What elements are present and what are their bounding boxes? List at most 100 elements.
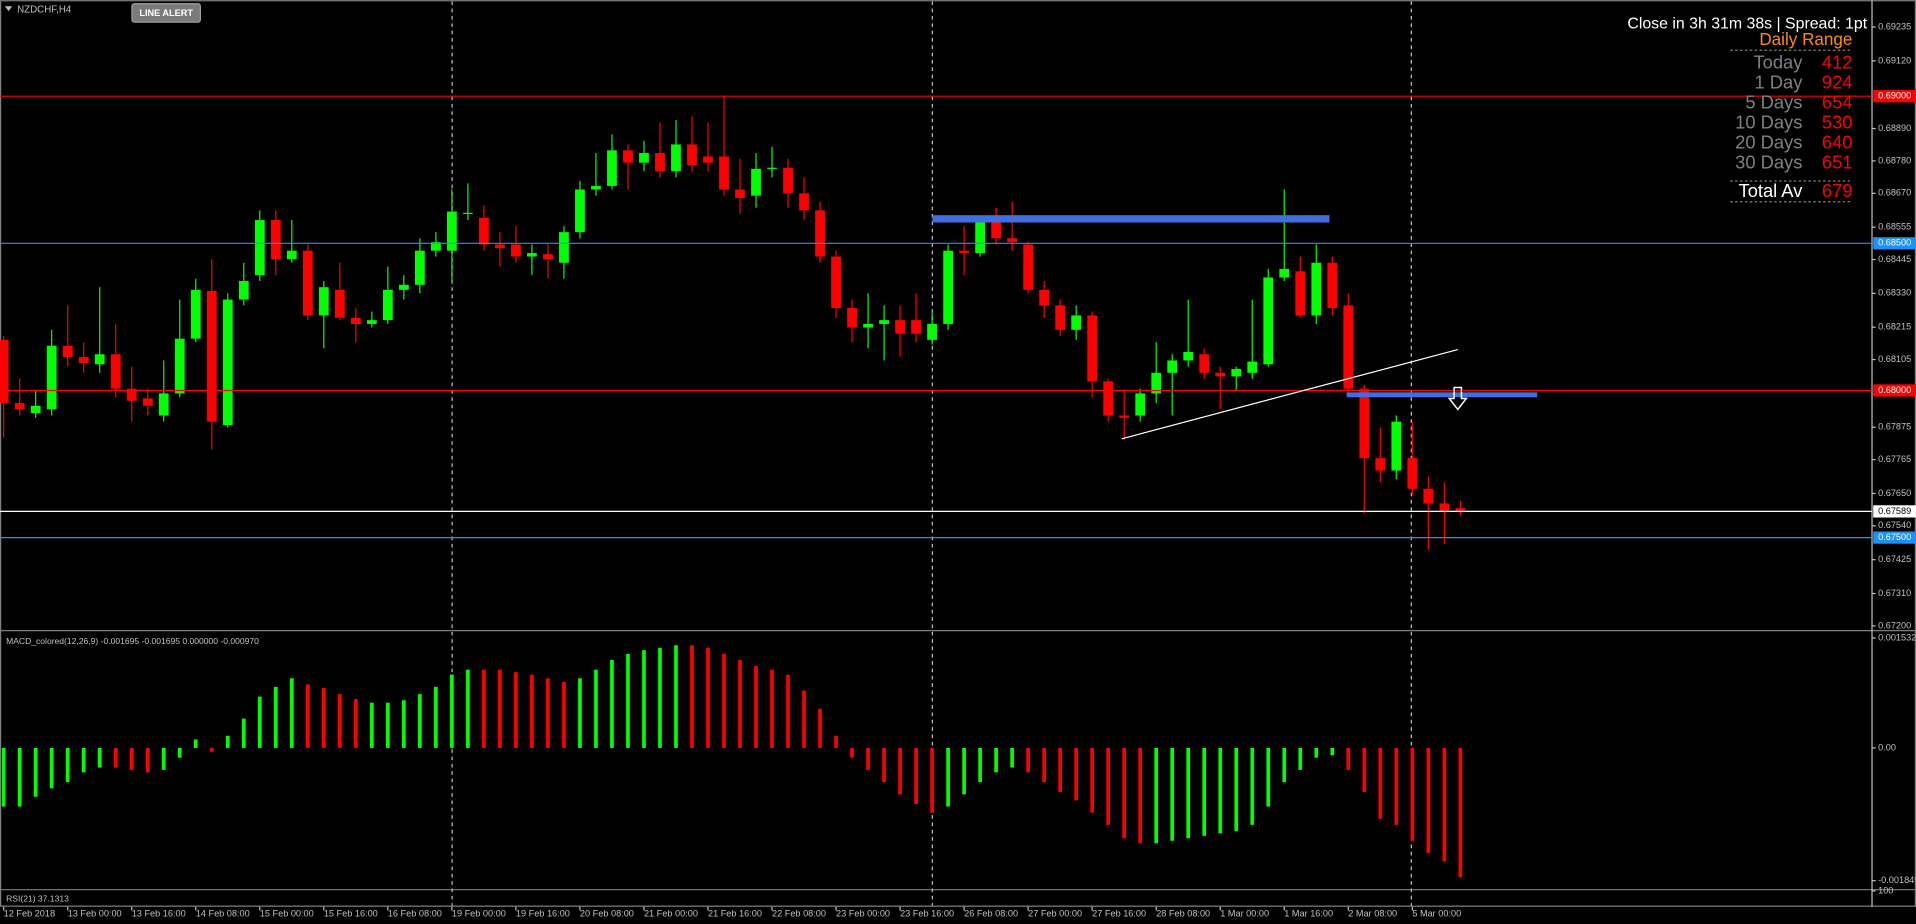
macd-bar [466, 669, 470, 748]
y-tick-label: 0.68670 [1878, 188, 1911, 198]
x-tick-label: 26 Feb 08:00 [964, 909, 1018, 919]
line-alert-button[interactable]: LINE ALERT [131, 3, 202, 23]
macd-bar [353, 699, 358, 748]
button-label[interactable]: LINE ALERT [139, 8, 193, 18]
level-label-bg [1873, 90, 1916, 103]
x-tick-label: 1 Mar 16:00 [1284, 909, 1333, 919]
macd-bar [17, 747, 22, 807]
macd-bar [1218, 747, 1223, 834]
candle-body [1391, 421, 1402, 471]
macd-bar [1250, 747, 1255, 825]
candle-body [911, 320, 921, 334]
macd-bar [1282, 747, 1287, 783]
candle-body [927, 323, 937, 340]
x-tick-label: 19 Feb 16:00 [516, 909, 570, 919]
x-tick-label: 23 Feb 16:00 [900, 909, 954, 919]
candle-body [1327, 262, 1338, 309]
macd-bar [225, 735, 230, 748]
range-label: 1 Day [1755, 72, 1804, 93]
macd-bar [690, 645, 694, 748]
total-label: Total Av [1739, 180, 1804, 201]
macd-bar [370, 702, 374, 748]
macd-bar [1234, 747, 1239, 831]
candle-body [382, 289, 393, 321]
macd-bar [866, 747, 870, 770]
macd-bar [578, 678, 582, 748]
macd-bar [177, 747, 182, 758]
x-tick-label: 15 Feb 00:00 [260, 909, 314, 919]
candle-body [1007, 238, 1018, 243]
macd-bar [97, 747, 102, 768]
plot-area: 12 Feb 2018 13 Feb 00:00 13 Feb 16:00 14 Fe… [0, 21, 1916, 919]
macd-bar [962, 747, 966, 795]
macd-bar [850, 747, 854, 758]
macd-bar [914, 747, 918, 805]
macd-bar [546, 678, 550, 748]
candle-body [62, 345, 73, 357]
candle-body [1279, 268, 1290, 278]
x-tick-label: 16 Feb 08:00 [388, 909, 442, 919]
candle-body [607, 150, 617, 186]
candle-body [206, 290, 217, 422]
y-tick-label: 0.67875 [1878, 422, 1911, 432]
macd-bar [994, 747, 998, 773]
candle-body [623, 150, 633, 163]
candle-body [575, 189, 585, 233]
range-label: 20 Days [1735, 132, 1802, 153]
macd-bar [386, 702, 390, 748]
macd-bar [946, 747, 950, 807]
x-tick-label: 1 Mar 00:00 [1220, 909, 1269, 919]
candle-body [30, 405, 41, 414]
macd-bar [1330, 747, 1335, 756]
x-tick-label: 27 Feb 00:00 [1028, 909, 1082, 919]
macd-bar [1394, 747, 1399, 825]
macd-bar [786, 674, 790, 748]
button-bg[interactable] [131, 3, 202, 23]
range-value: 530 [1822, 112, 1853, 133]
candle-body [1167, 360, 1178, 373]
y-tick-label: 0.67200 [1878, 620, 1911, 630]
macd-bar [193, 739, 198, 748]
y-tick-label: 0.67540 [1878, 520, 1911, 530]
level-label: 0.68500 [1878, 238, 1911, 248]
range-label: 10 Days [1735, 112, 1802, 133]
macd-bar [1362, 747, 1367, 792]
candle-body [815, 210, 825, 257]
macd-bar [1170, 747, 1175, 841]
macd-bar [898, 747, 902, 795]
x-tick-label: 21 Feb 16:00 [708, 909, 762, 919]
y-tick-label: -0.001849 [1878, 875, 1916, 885]
macd-bar [1346, 747, 1351, 770]
candle-body [687, 144, 697, 166]
macd-bar [978, 747, 982, 783]
candle-body [142, 398, 153, 406]
candle-body [863, 323, 873, 328]
macd-bar [530, 674, 534, 748]
macd-bar [1202, 747, 1207, 836]
macd-bar [498, 669, 502, 748]
candle-body [1103, 381, 1114, 416]
range-label: 30 Days [1735, 152, 1802, 173]
candle-body [398, 284, 409, 290]
candle-body [1055, 305, 1066, 330]
candle-body [703, 156, 713, 163]
macd-bar [642, 650, 646, 748]
y-tick-label: 0.001532 [1878, 632, 1916, 642]
macd-bar [1058, 747, 1062, 792]
y-tick-label: 0.00 [1878, 742, 1896, 752]
candle-body [302, 250, 313, 316]
x-tick-label: 2 Mar 08:00 [1348, 909, 1397, 919]
level-label: 0.69000 [1878, 91, 1911, 101]
macd-bar [1410, 747, 1415, 841]
y-tick-label: 0.68215 [1878, 322, 1911, 332]
macd-bar [1010, 747, 1014, 768]
macd-bar [594, 669, 598, 748]
macd-bar [209, 747, 214, 752]
y-tick-label: 0.67650 [1878, 488, 1911, 498]
x-tick-label: 28 Feb 08:00 [1156, 909, 1210, 919]
macd-bar [610, 659, 614, 748]
candle-body [1263, 277, 1274, 365]
x-tick-label: 27 Feb 16:00 [1092, 909, 1146, 919]
macd-bar [273, 686, 278, 748]
